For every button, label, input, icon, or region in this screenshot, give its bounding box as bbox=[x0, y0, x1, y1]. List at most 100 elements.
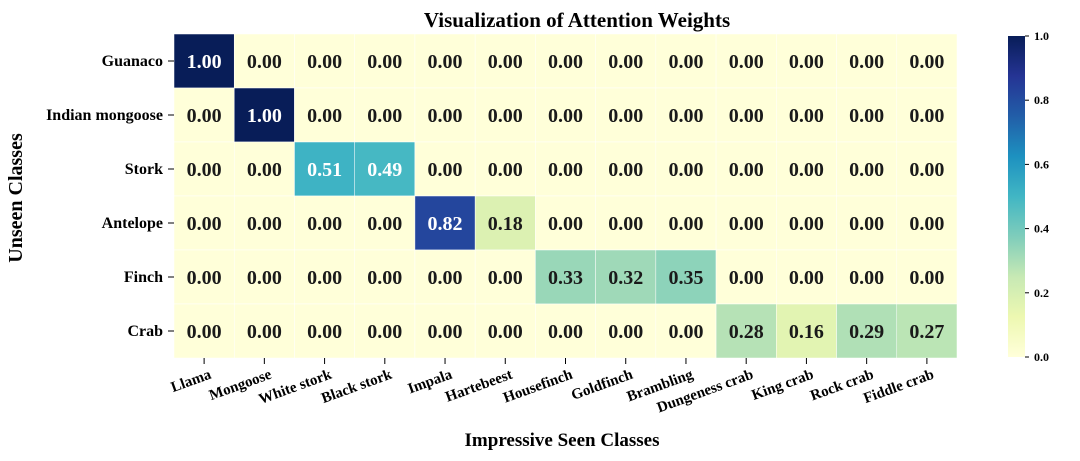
cell-value-label: 0.00 bbox=[668, 321, 703, 343]
heatmap-cell bbox=[354, 87, 416, 143]
cell-value-label: 0.00 bbox=[909, 105, 944, 127]
cell-value-label: 0.00 bbox=[548, 105, 583, 127]
colorbar-tick-label: 0.2 bbox=[1034, 286, 1049, 300]
heatmap-cell bbox=[233, 87, 295, 143]
heatmap-cell bbox=[474, 87, 536, 143]
cell-value-label: 0.00 bbox=[187, 213, 222, 235]
cell-value-label: 0.00 bbox=[849, 105, 884, 127]
heatmap-cell bbox=[354, 195, 416, 251]
cell-value-label: 0.33 bbox=[548, 267, 583, 289]
heatmap-cell bbox=[715, 33, 777, 89]
cell-value-label: 0.00 bbox=[789, 159, 824, 181]
heatmap-cell bbox=[776, 195, 837, 251]
heatmap-cell bbox=[715, 249, 777, 305]
cell-value-label: 0.00 bbox=[789, 267, 824, 289]
heatmap-cell bbox=[836, 249, 898, 305]
cell-value-label: 0.00 bbox=[307, 105, 342, 127]
heatmap-cell bbox=[414, 87, 476, 143]
cell-value-label: 0.00 bbox=[909, 159, 944, 181]
cell-value-label: 0.00 bbox=[608, 51, 643, 73]
heatmap-cell bbox=[414, 303, 476, 359]
cell-value-label: 0.00 bbox=[548, 321, 583, 343]
cell-value-label: 0.00 bbox=[428, 105, 463, 127]
chart-title: Visualization of Attention Weights bbox=[424, 8, 730, 32]
heatmap-cell bbox=[776, 303, 837, 359]
cell-value-label: 0.00 bbox=[367, 213, 402, 235]
heatmap-cell bbox=[233, 141, 295, 197]
cell-value-label: 0.00 bbox=[849, 267, 884, 289]
cell-value-label: 0.00 bbox=[909, 213, 944, 235]
heatmap-cell bbox=[294, 87, 355, 143]
cell-value-label: 0.00 bbox=[488, 267, 523, 289]
heatmap-cell bbox=[836, 195, 898, 251]
cell-value-label: 0.51 bbox=[307, 159, 342, 181]
colorbar-tick-label: 1.0 bbox=[1034, 29, 1049, 43]
heatmap-cells bbox=[173, 33, 958, 359]
heatmap-cell bbox=[896, 195, 958, 251]
cell-value-label: 0.00 bbox=[367, 105, 402, 127]
cell-value-label: 0.00 bbox=[548, 213, 583, 235]
cell-value-label: 0.00 bbox=[668, 105, 703, 127]
heatmap-cell bbox=[414, 141, 476, 197]
y-tick-labels: Guanaco Indian mongoose Stork Antelope Finch… bbox=[46, 53, 174, 340]
y-tick-label: Crab bbox=[127, 323, 163, 340]
cell-value-label: 0.16 bbox=[789, 321, 824, 343]
cell-value-label: 0.00 bbox=[428, 321, 463, 343]
heatmap-cell bbox=[535, 249, 596, 305]
y-axis-label: Unseen Classes bbox=[5, 133, 27, 263]
cell-value-label: 0.27 bbox=[909, 321, 944, 343]
x-axis-label: Impressive Seen Classes bbox=[465, 430, 660, 451]
heatmap-cell bbox=[294, 141, 355, 197]
heatmap-cell bbox=[715, 303, 777, 359]
heatmap-cell bbox=[715, 141, 777, 197]
heatmap-cell bbox=[655, 87, 717, 143]
y-tick-label: Antelope bbox=[102, 215, 163, 232]
cell-value-label: 0.00 bbox=[428, 51, 463, 73]
cell-value-label: 0.00 bbox=[668, 159, 703, 181]
cell-value-label: 0.00 bbox=[307, 267, 342, 289]
x-tick-label: Black stork bbox=[319, 367, 394, 407]
cell-value-label: 0.00 bbox=[789, 51, 824, 73]
cell-value-label: 0.00 bbox=[187, 159, 222, 181]
x-tick-label: Housefinch bbox=[501, 367, 575, 407]
cell-value-label: 0.00 bbox=[789, 213, 824, 235]
cell-value-label: 0.00 bbox=[307, 321, 342, 343]
heatmap-cell bbox=[294, 249, 355, 305]
heatmap-cell bbox=[474, 195, 536, 251]
x-tick-label: Goldfinch bbox=[569, 367, 635, 404]
cell-value-label: 0.00 bbox=[367, 321, 402, 343]
heatmap-cell bbox=[354, 249, 416, 305]
heatmap-cell bbox=[474, 303, 536, 359]
heatmap-cell bbox=[354, 303, 416, 359]
cell-value-label: 0.00 bbox=[849, 159, 884, 181]
cell-value-label: 0.00 bbox=[367, 267, 402, 289]
cell-value-label: 0.00 bbox=[488, 105, 523, 127]
cell-value-label: 0.00 bbox=[488, 51, 523, 73]
heatmap-cell bbox=[836, 87, 898, 143]
cell-value-label: 0.00 bbox=[608, 321, 643, 343]
cell-value-label: 0.00 bbox=[247, 213, 282, 235]
colorbar-tick-label: 0.8 bbox=[1034, 93, 1049, 107]
heatmap-cell bbox=[414, 249, 476, 305]
cell-value-label: 0.00 bbox=[909, 267, 944, 289]
cell-value-label: 0.00 bbox=[729, 267, 764, 289]
cell-value-label: 0.00 bbox=[548, 51, 583, 73]
cell-value-label: 0.49 bbox=[367, 159, 402, 181]
cell-value-label: 0.00 bbox=[187, 105, 222, 127]
heatmap-cell bbox=[655, 141, 717, 197]
cell-value-label: 0.00 bbox=[247, 321, 282, 343]
heatmap-cell bbox=[896, 303, 958, 359]
colorbar: 0.0 0.2 0.4 0.6 0.8 1.0 bbox=[1008, 29, 1049, 364]
heatmap-cell bbox=[294, 195, 355, 251]
heatmap-cell bbox=[414, 33, 476, 89]
heatmap-cell bbox=[535, 195, 596, 251]
cell-value-label: 0.82 bbox=[428, 213, 463, 235]
colorbar-gradient bbox=[1008, 36, 1025, 357]
colorbar-tick-label: 0.6 bbox=[1034, 157, 1049, 171]
heatmap-cell bbox=[294, 303, 355, 359]
colorbar-tick-label: 0.0 bbox=[1034, 350, 1049, 364]
cell-value-label: 0.00 bbox=[428, 159, 463, 181]
